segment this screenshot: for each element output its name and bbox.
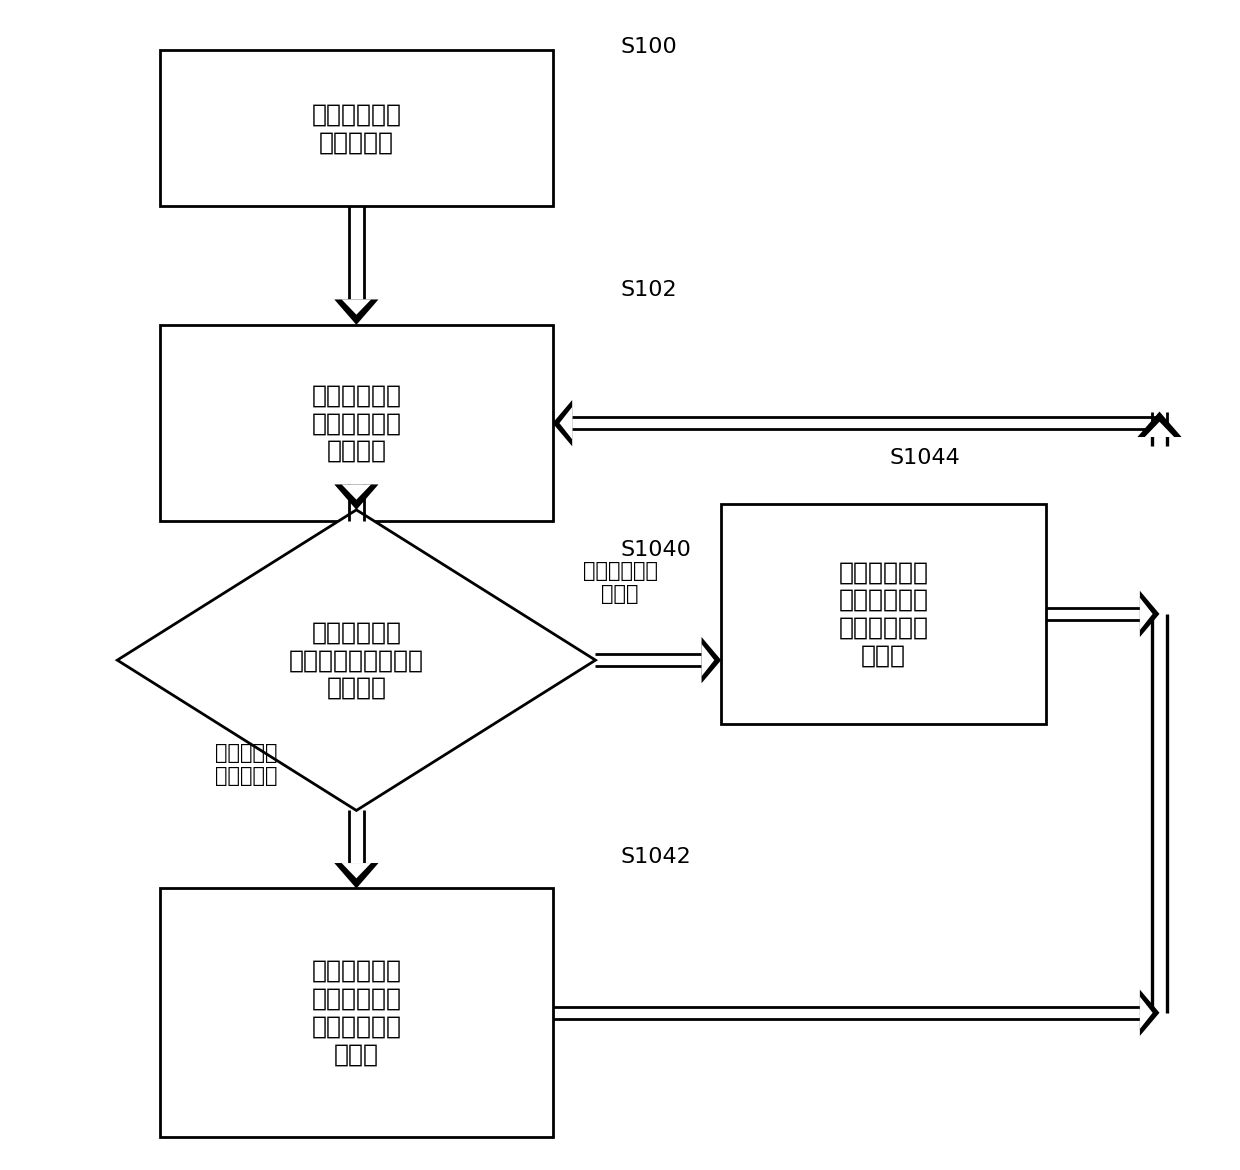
Polygon shape <box>118 510 595 811</box>
Bar <box>160 50 553 206</box>
Text: 确定以第一预
定传输模式发
送当前轮胎相
关信息: 确定以第一预 定传输模式发 送当前轮胎相 关信息 <box>311 959 402 1067</box>
Polygon shape <box>342 484 371 500</box>
Polygon shape <box>1140 598 1153 631</box>
Polygon shape <box>1140 990 1159 1035</box>
Polygon shape <box>335 863 378 888</box>
Text: 对胎压传感器
进行初始化: 对胎压传感器 进行初始化 <box>311 103 402 154</box>
Polygon shape <box>342 863 371 879</box>
Text: 从胎压传感器
获取当前轮胎
相关信息: 从胎压传感器 获取当前轮胎 相关信息 <box>311 384 402 463</box>
Text: S102: S102 <box>620 280 677 301</box>
Text: S1042: S1042 <box>620 847 691 867</box>
Text: 不同或存在报
警信息: 不同或存在报 警信息 <box>583 562 657 604</box>
Polygon shape <box>702 644 714 676</box>
Bar <box>160 888 553 1137</box>
Polygon shape <box>1145 421 1174 438</box>
Text: 相同且不存
在报警信息: 相同且不存 在报警信息 <box>215 743 278 786</box>
Polygon shape <box>559 407 572 439</box>
Text: 确定以第二预
定传输模式发
送当前轮胎相
关信息: 确定以第二预 定传输模式发 送当前轮胎相 关信息 <box>838 560 929 668</box>
Polygon shape <box>1140 591 1159 636</box>
Text: S1044: S1044 <box>890 448 961 468</box>
Text: 在预定时间之
后将当前信息与存储
信息比较: 在预定时间之 后将当前信息与存储 信息比较 <box>289 620 424 700</box>
Polygon shape <box>342 300 371 315</box>
Polygon shape <box>335 300 378 325</box>
Text: S1040: S1040 <box>620 541 691 560</box>
Polygon shape <box>702 636 722 683</box>
Bar <box>722 504 1047 724</box>
Polygon shape <box>335 484 378 510</box>
Bar <box>160 325 553 522</box>
Polygon shape <box>553 400 572 446</box>
Polygon shape <box>1140 997 1153 1028</box>
Polygon shape <box>1137 412 1182 438</box>
Text: S100: S100 <box>620 37 677 57</box>
